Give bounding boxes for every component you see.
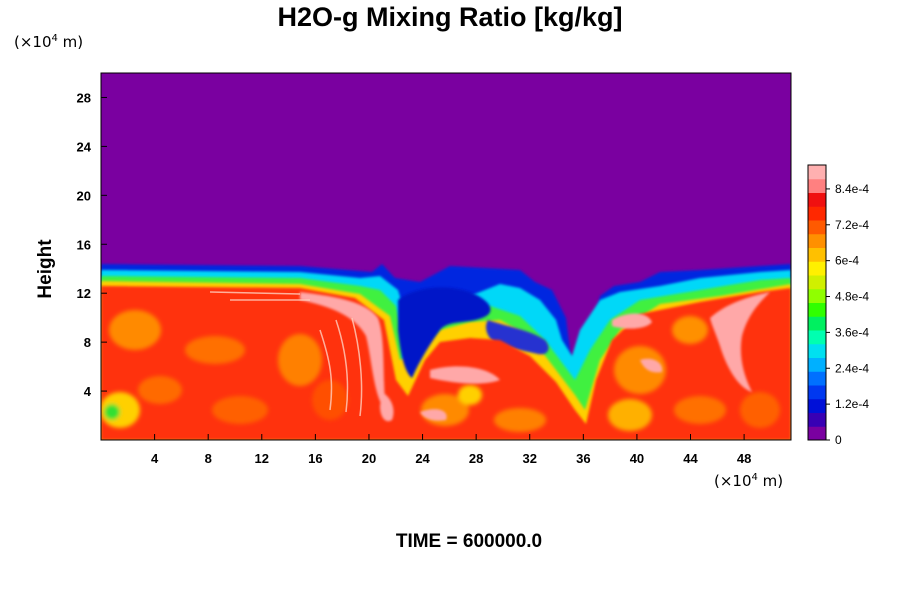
colorbar-tick-label: 8.4e-4 — [835, 182, 869, 196]
colorbar-swatch — [808, 412, 826, 427]
y-axis-label: Height — [35, 239, 56, 299]
colorbar-tick-label: 2.4e-4 — [835, 361, 869, 375]
colorbar-tick-label: 3.6e-4 — [835, 325, 869, 339]
y-tick-label: 8 — [84, 335, 91, 350]
colorbar-swatch — [808, 206, 826, 221]
colorbar-swatch — [808, 247, 826, 262]
x-tick-label: 28 — [469, 451, 483, 466]
heatmap-field — [101, 73, 791, 440]
x-tick-label: 44 — [683, 451, 698, 466]
y-tick-label: 24 — [77, 139, 92, 154]
colorbar-swatch — [808, 426, 826, 441]
colorbar-swatch — [808, 330, 826, 345]
colorbar-swatch — [808, 288, 826, 303]
wave-striations — [209, 291, 363, 417]
moisture-maxima — [300, 292, 770, 422]
colorbar-swatch — [808, 165, 826, 180]
y-tick-label: 16 — [77, 237, 91, 252]
colorbar-swatch — [808, 371, 826, 386]
colorbar-swatch — [808, 398, 826, 413]
colorbar-tick-label: 0 — [835, 433, 842, 447]
colorbar-swatch — [808, 357, 826, 372]
colorbar-swatch — [808, 261, 826, 276]
x-tick-label: 48 — [737, 451, 751, 466]
x-tick-label: 12 — [255, 451, 269, 466]
time-label: TIME = 600000.0 — [395, 531, 543, 552]
moist-mottling — [101, 310, 780, 432]
y-tick-label: 4 — [84, 384, 92, 399]
colorbar-swatch — [808, 233, 826, 248]
colorbar-swatch — [808, 192, 826, 207]
dry-intrusion-swirl — [398, 287, 491, 378]
x-tick-label: 16 — [308, 451, 322, 466]
colorbar-swatch — [808, 220, 826, 235]
x-tick-label: 36 — [576, 451, 590, 466]
colorbar-frame — [807, 164, 827, 441]
colorbar-swatch — [808, 316, 826, 331]
y-tick-label: 28 — [77, 90, 91, 105]
y-tick-label: 20 — [77, 188, 91, 203]
y-axis-ticks: 4 8 12 16 20 24 28 — [77, 90, 107, 399]
x-axis-unit: (×104 m) — [714, 472, 784, 490]
x-tick-label: 40 — [630, 451, 644, 466]
plot-frame — [100, 72, 792, 441]
colorbar-tick-label: 1.2e-4 — [835, 397, 869, 411]
x-tick-label: 8 — [205, 451, 212, 466]
colorbar-tick-label: 6e-4 — [835, 254, 859, 268]
x-tick-label: 24 — [415, 451, 430, 466]
colorbar-swatch — [808, 343, 826, 358]
x-tick-label: 20 — [362, 451, 376, 466]
dry-intrusion-swirl-2 — [486, 320, 549, 355]
y-tick-label: 12 — [77, 286, 91, 301]
x-tick-label: 4 — [151, 451, 159, 466]
colorbar-swatch — [808, 275, 826, 290]
chart-title: H2O-g Mixing Ratio [kg/kg] — [277, 2, 623, 32]
x-tick-label: 32 — [523, 451, 537, 466]
colorbar-swatch — [808, 385, 826, 400]
y-axis-unit: (×104 m) — [14, 33, 84, 51]
colorbar: 0 1.2e-4 2.4e-4 3.6e-4 4.8e-4 6e-4 7.2e-4 8.4e-… — [807, 164, 869, 447]
colorbar-tick-label: 7.2e-4 — [835, 218, 869, 232]
colorbar-tick-label: 4.8e-4 — [835, 290, 869, 304]
x-axis-ticks: 4 8 12 16 20 24 28 32 36 40 44 48 — [151, 434, 751, 466]
colorbar-swatch — [808, 178, 826, 193]
colorbar-swatch — [808, 302, 826, 317]
